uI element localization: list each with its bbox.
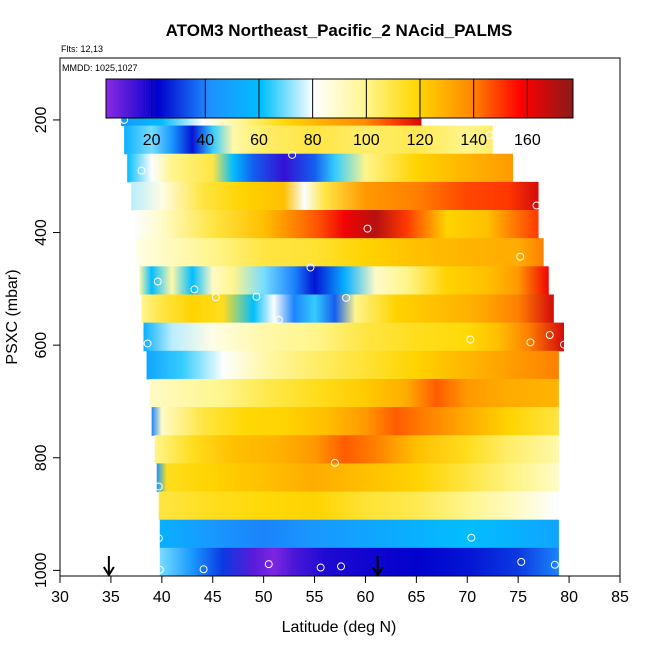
sample-point bbox=[466, 335, 475, 344]
sample-point bbox=[274, 315, 283, 324]
sample-point bbox=[288, 150, 297, 159]
colorbar-tick-label: 60 bbox=[250, 132, 268, 149]
heatmap-band bbox=[146, 350, 559, 380]
x-tick-label: 75 bbox=[509, 589, 527, 606]
sample-point bbox=[467, 533, 476, 542]
sample-point bbox=[252, 292, 261, 301]
x-tick-label: 50 bbox=[255, 589, 273, 606]
heatmap-band bbox=[124, 125, 493, 155]
heatmap-band bbox=[141, 294, 554, 324]
colorbar-ticks: 20 40 60 80 100 120 140 160 bbox=[143, 79, 541, 149]
dates-label: MMDD: 1025,1027 bbox=[62, 63, 138, 73]
sample-point bbox=[517, 557, 526, 566]
sample-point bbox=[199, 565, 208, 574]
y-axis-label: PSXC (mbar) bbox=[4, 269, 21, 364]
sample-point bbox=[153, 277, 162, 286]
x-tick-label: 65 bbox=[407, 589, 425, 606]
sample-point bbox=[264, 560, 273, 569]
y-tick-label: 200 bbox=[33, 106, 50, 133]
sample-point bbox=[363, 224, 372, 233]
x-tick-label: 30 bbox=[51, 589, 69, 606]
arrow-head bbox=[371, 566, 384, 577]
x-tick-label: 80 bbox=[560, 589, 578, 606]
heatmap-band bbox=[143, 322, 564, 352]
sample-point bbox=[155, 565, 164, 574]
sample-point bbox=[342, 293, 351, 302]
latitude-arrows bbox=[103, 556, 384, 577]
plot-frame bbox=[59, 57, 621, 577]
sample-point bbox=[154, 482, 163, 491]
colorbar-tick-label: 20 bbox=[143, 132, 161, 149]
colorbar-tick-label: 160 bbox=[514, 132, 541, 149]
sample-points bbox=[120, 106, 568, 574]
sample-point bbox=[532, 201, 541, 210]
sample-point bbox=[330, 458, 339, 467]
colorbar-tick-label: 120 bbox=[407, 132, 434, 149]
sample-point bbox=[560, 340, 568, 349]
heatmap-band bbox=[139, 266, 549, 295]
arrow-head bbox=[103, 566, 115, 577]
sample-point bbox=[190, 285, 199, 294]
x-tick-label: 55 bbox=[306, 589, 324, 606]
sample-point bbox=[337, 562, 346, 571]
heatmap-band bbox=[154, 435, 559, 464]
x-tick-label: 40 bbox=[153, 589, 171, 606]
y-tick-label: 800 bbox=[33, 444, 50, 471]
chart-title: ATOM3 Northeast_Pacific_2 NAcid_PALMS bbox=[166, 21, 513, 40]
sample-point bbox=[143, 339, 152, 348]
y-axis: 200 400 600 800 1000 bbox=[33, 106, 60, 588]
x-tick-label: 35 bbox=[102, 589, 120, 606]
heatmap-band bbox=[134, 210, 539, 239]
x-axis-label: Latitude (deg N) bbox=[282, 619, 397, 636]
colorbar-tick-label: 80 bbox=[304, 132, 322, 149]
colorbar-gradient bbox=[105, 78, 574, 119]
heatmap-band bbox=[127, 153, 514, 183]
heatmap-band bbox=[159, 519, 559, 549]
sample-point bbox=[316, 563, 325, 572]
sample-point bbox=[131, 258, 140, 267]
heatmap-band bbox=[149, 378, 559, 408]
x-tick-label: 60 bbox=[357, 589, 375, 606]
colorbar-tick-label: 100 bbox=[353, 132, 380, 149]
sample-point bbox=[485, 131, 494, 140]
sample-point bbox=[545, 331, 554, 340]
y-tick-label: 400 bbox=[33, 219, 50, 246]
x-tick-label: 70 bbox=[458, 589, 476, 606]
flights-label: Flts: 12,13 bbox=[61, 44, 103, 54]
heatmap-bands bbox=[121, 97, 564, 576]
x-tick-label: 85 bbox=[611, 589, 629, 606]
sample-point bbox=[526, 338, 535, 347]
y-tick-label: 1000 bbox=[33, 552, 50, 588]
sample-point bbox=[211, 293, 220, 302]
heatmap-band bbox=[158, 491, 559, 521]
sample-point bbox=[550, 560, 559, 569]
sample-point bbox=[516, 252, 525, 261]
sample-point bbox=[137, 166, 146, 175]
heatmap-band bbox=[136, 238, 544, 267]
colorbar: 20 40 60 80 100 120 140 160 bbox=[105, 78, 574, 149]
heatmap-band bbox=[156, 463, 559, 493]
sample-point bbox=[306, 263, 315, 272]
heatmap-band bbox=[131, 181, 539, 211]
x-tick-label: 45 bbox=[204, 589, 222, 606]
colorbar-tick-label: 140 bbox=[460, 132, 487, 149]
y-tick-label: 600 bbox=[33, 332, 50, 359]
colorbar-tick-label: 40 bbox=[196, 132, 214, 149]
sample-point bbox=[154, 534, 163, 543]
heatmap-band bbox=[159, 547, 559, 576]
x-axis: 30 35 40 45 50 55 60 65 70 75 80 85 bbox=[51, 576, 629, 606]
heatmap-band bbox=[151, 407, 559, 436]
